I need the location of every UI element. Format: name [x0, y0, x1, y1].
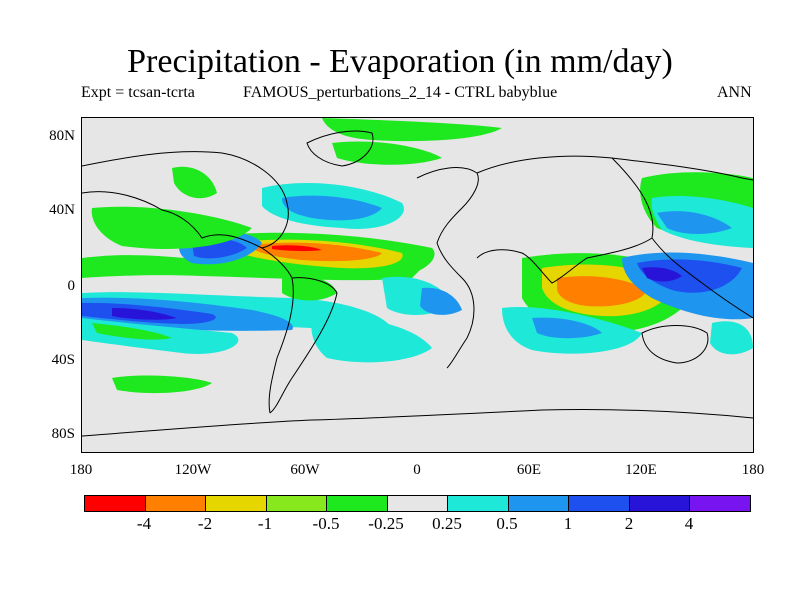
- coastlines: [82, 130, 753, 437]
- colorbar-swatch: [266, 496, 328, 511]
- colorbar-label: 4: [684, 514, 694, 533]
- colorbar-swatch: [327, 496, 388, 511]
- anomaly-fields: [82, 118, 753, 394]
- experiment-label: Expt = tcsan-tcrta: [81, 84, 195, 101]
- colorbar-swatch: [569, 496, 630, 511]
- colorbar: [84, 495, 751, 512]
- colorbar-swatch: [690, 496, 751, 511]
- lon-tick-label: 60W: [290, 462, 320, 478]
- colorbar-label: 0.5: [496, 514, 518, 533]
- colorbar-label: -1: [257, 514, 273, 533]
- colorbar-label: -2: [197, 514, 213, 533]
- lon-tick-label: 120W: [174, 462, 212, 478]
- plot-title: Precipitation - Evaporation (in mm/day): [127, 43, 673, 80]
- lon-tick-label: 0: [413, 462, 421, 478]
- lat-tick-label: 40N: [49, 202, 75, 218]
- run-label: FAMOUS_perturbations_2_14 - CTRL babyblu…: [243, 84, 558, 101]
- colorbar-swatch: [387, 496, 449, 511]
- precip-evap-map: [81, 117, 754, 453]
- colorbar-swatch: [629, 496, 691, 511]
- lat-tick-label: 40S: [51, 352, 75, 368]
- colorbar-label: 2: [624, 514, 634, 533]
- colorbar-swatch: [508, 496, 570, 511]
- colorbar-label: 0.25: [432, 514, 462, 533]
- lon-tick-label: 60E: [516, 462, 542, 478]
- lat-tick-label: 80N: [49, 128, 75, 144]
- colorbar-swatch: [448, 496, 509, 511]
- colorbar-label: -0.5: [312, 514, 340, 533]
- colorbar-swatch: [85, 496, 146, 511]
- map-field: [82, 118, 753, 437]
- colorbar-label: -0.25: [368, 514, 404, 533]
- colorbar-label: -4: [136, 514, 152, 533]
- season-label: ANN: [717, 84, 752, 101]
- lon-tick-label: 180: [69, 462, 93, 478]
- colorbar-swatch: [206, 496, 267, 511]
- lat-tick-label: 0: [67, 278, 76, 294]
- colorbar-swatch: [145, 496, 207, 511]
- lat-tick-label: 80S: [51, 426, 75, 442]
- lon-tick-label: 180: [741, 462, 765, 478]
- lon-tick-label: 120E: [625, 462, 657, 478]
- colorbar-label: 1: [563, 514, 573, 533]
